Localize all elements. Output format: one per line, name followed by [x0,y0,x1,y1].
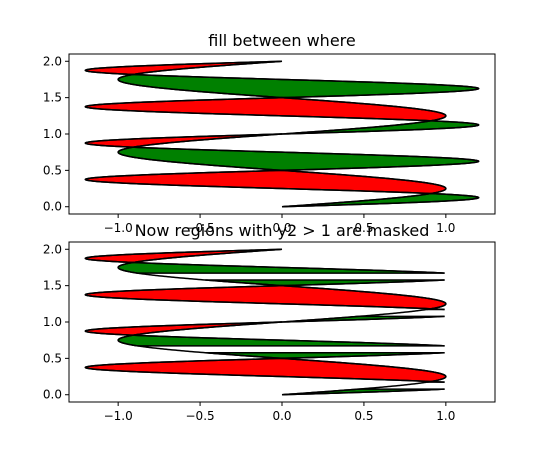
x-tick-label: −1.0 [104,409,133,423]
y-tick-label: 0.0 [43,200,62,214]
chart-title-top: fill between where [208,31,355,50]
y-tick-label: 1.5 [43,279,62,293]
y-tick-label: 2.0 [43,242,62,256]
plot-area-top [84,60,480,208]
x-tick-label: 0.5 [354,221,373,235]
y-tick-label: 0.0 [43,388,62,402]
plot-clip-group [84,60,480,208]
plot-clip-group [84,248,447,396]
x-tick-label: −1.0 [104,221,133,235]
curve-x2 [84,60,480,208]
axes-bottom: −1.0 −0.5 0.0 0.5 1.0 0.0 0.5 1.0 1.5 2.0 Now reg… [43,221,496,423]
plot-area-bottom [84,248,447,396]
y-tick-label: 0.5 [43,351,62,365]
ticks-top: −1.0 −0.5 0.0 0.5 1.0 0.0 0.5 1.0 1.5 2.0 [43,54,455,235]
x-tick-label: 0.0 [272,409,291,423]
y-tick-label: 2.0 [43,54,62,68]
y-tick-label: 1.0 [43,127,62,141]
y-tick-label: 0.5 [43,163,62,177]
x-tick-label: 1.0 [436,409,455,423]
axes-top: −1.0 −0.5 0.0 0.5 1.0 0.0 0.5 1.0 1.5 2.0 fill be… [43,31,496,235]
y-tick-label: 1.0 [43,315,62,329]
x-tick-label: −0.5 [186,221,215,235]
ticks-bottom: −1.0 −0.5 0.0 0.5 1.0 0.0 0.5 1.0 1.5 2.0 [43,242,455,423]
y-tick-label: 1.5 [43,91,62,105]
x-tick-label: 0.5 [354,409,373,423]
x-tick-label: −0.5 [186,409,215,423]
x-tick-label: 1.0 [436,221,455,235]
x-tick-label: 0.0 [272,221,291,235]
chart-title-bottom: Now regions with y2 > 1 are masked [135,221,430,240]
curve-x2 [84,248,445,396]
